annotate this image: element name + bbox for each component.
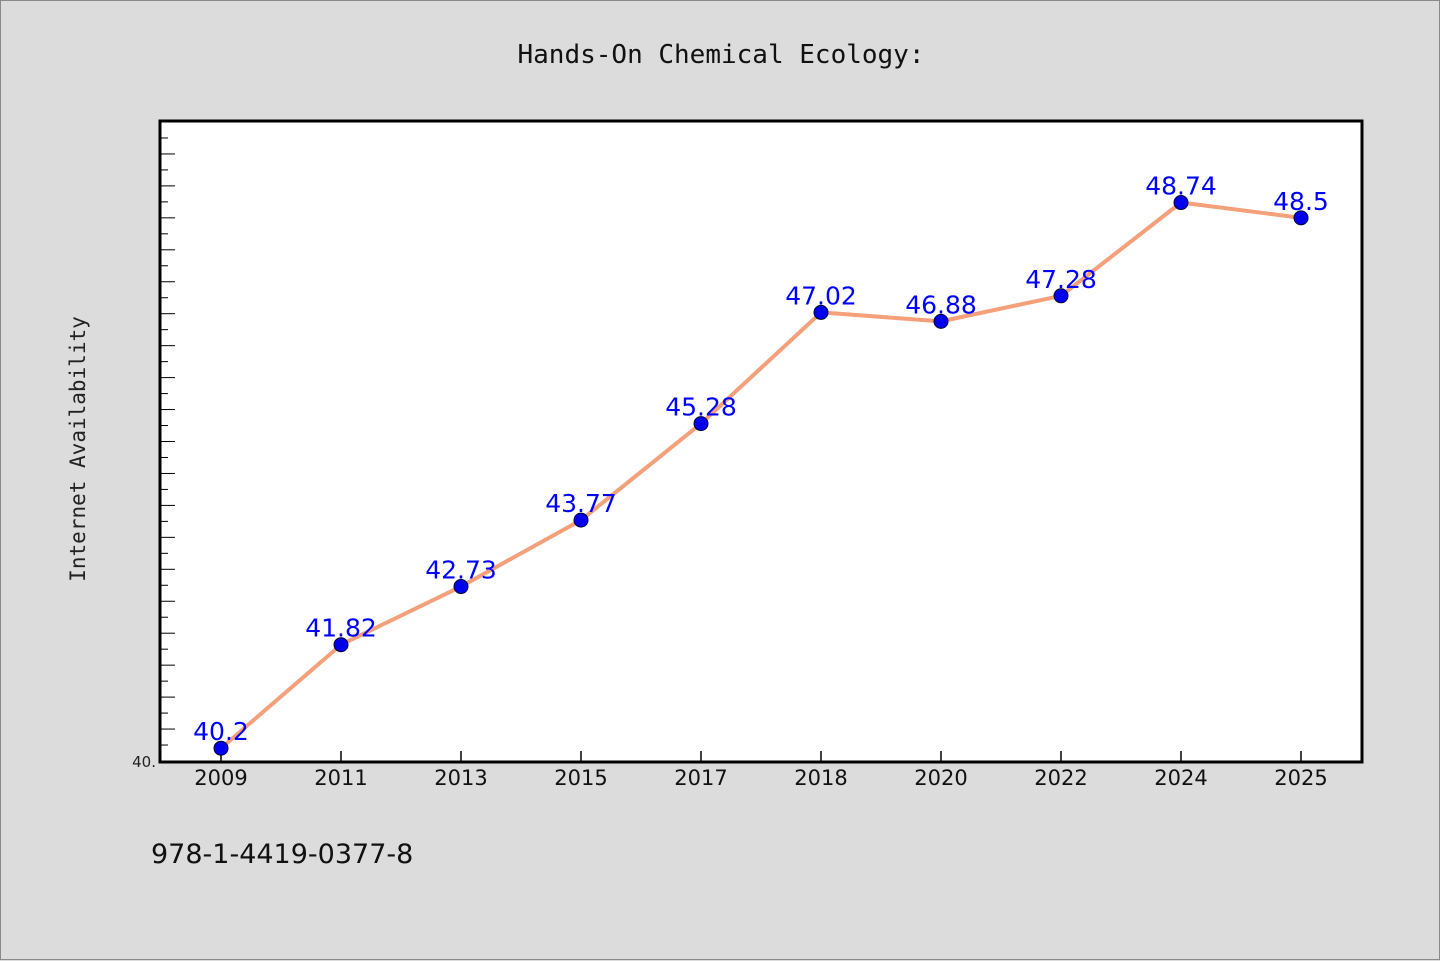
x-tick-label: 2018 xyxy=(794,766,847,790)
x-tick-label: 2015 xyxy=(554,766,607,790)
x-axis-ticks: 2009 2011 2013 2015 2017 2018 2020 2022 2024 2025 xyxy=(194,751,1328,790)
y-tick-label: 40. xyxy=(132,753,156,771)
data-point xyxy=(813,304,829,320)
data-points xyxy=(213,195,1309,756)
data-point xyxy=(213,740,229,756)
data-point xyxy=(333,637,349,653)
data-point xyxy=(1293,210,1309,226)
data-point xyxy=(1053,288,1069,304)
data-label: 41.82 xyxy=(305,614,377,643)
data-point xyxy=(453,579,469,595)
data-point xyxy=(573,512,589,528)
x-tick-label: 2011 xyxy=(314,766,367,790)
data-label: 43.77 xyxy=(545,489,617,518)
data-label: 40.2 xyxy=(193,717,249,746)
y-axis-ticks: 40. xyxy=(132,137,175,771)
isbn-footer: 978-1-4419-0377-8 xyxy=(151,839,413,870)
series-line xyxy=(219,200,1303,751)
data-point xyxy=(933,313,949,329)
x-tick-label: 2009 xyxy=(194,766,247,790)
data-label: 47.28 xyxy=(1025,265,1097,294)
series-polyline xyxy=(219,200,1303,751)
x-tick-label: 2025 xyxy=(1274,766,1327,790)
x-tick-label: 2017 xyxy=(674,766,727,790)
x-tick-label: 2022 xyxy=(1034,766,1087,790)
data-label: 45.28 xyxy=(665,393,737,422)
data-point xyxy=(693,416,709,432)
data-label: 42.73 xyxy=(425,556,497,585)
data-labels: 40.2 41.82 42.73 43.77 45.28 47.02 46.88 47.28 4… xyxy=(193,172,1329,747)
x-tick-label: 2024 xyxy=(1154,766,1207,790)
data-label: 48.5 xyxy=(1273,187,1329,216)
data-point xyxy=(1173,195,1189,211)
y-axis-label: Internet Availability xyxy=(66,316,90,582)
x-tick-label: 2013 xyxy=(434,766,487,790)
data-label: 46.88 xyxy=(905,290,977,319)
data-label: 47.02 xyxy=(785,281,857,310)
data-label: 48.74 xyxy=(1145,172,1217,201)
plot-area xyxy=(158,119,1364,764)
x-tick-label: 2020 xyxy=(914,766,967,790)
chart-title: Hands-On Chemical Ecology: xyxy=(518,40,925,70)
